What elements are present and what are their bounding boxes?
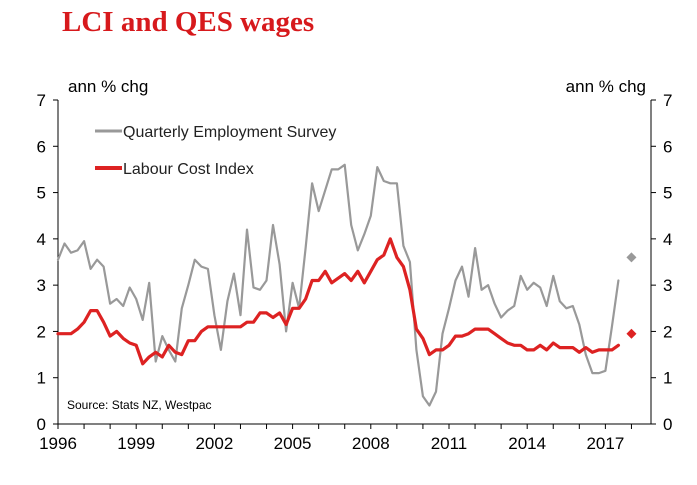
legend: Quarterly Employment Survey Labour Cost … (95, 124, 336, 178)
y-tick-label-left: 5 (37, 184, 46, 203)
marker-lci-latest (626, 328, 637, 339)
x-tick-label: 2011 (431, 434, 468, 453)
x-tick-label: 1996 (39, 434, 77, 453)
series-line-qes (56, 163, 620, 407)
legend-label-lci: Labour Cost Index (123, 161, 254, 178)
x-tick-label: 2002 (195, 434, 233, 453)
legend-label-qes: Quarterly Employment Survey (123, 124, 336, 141)
x-tick-label: 2008 (352, 434, 390, 453)
axes: 0 0 1 1 2 2 3 3 4 4 5 5 6 6 7 7 1996 1999 2002 2005 2008 2011… (37, 91, 673, 453)
y-tick-label-right: 6 (663, 137, 672, 156)
y-tick-label-left: 0 (37, 415, 46, 434)
y-tick-label-right: 4 (663, 230, 672, 249)
marker-qes-latest (626, 252, 637, 263)
y-tick-label-right: 7 (663, 91, 672, 110)
y-tick-label-right: 1 (663, 369, 672, 388)
x-tick-label: 2017 (586, 434, 624, 453)
y-axis-label-left: ann % chg (68, 77, 148, 96)
y-tick-label-right: 5 (663, 184, 672, 203)
x-tick-label: 2005 (274, 434, 312, 453)
y-axis-label-right: ann % chg (566, 77, 646, 96)
y-tick-label-left: 7 (37, 91, 46, 110)
x-tick-label: 2014 (508, 434, 546, 453)
y-tick-label-left: 1 (37, 369, 46, 388)
x-tick-label: 1999 (117, 434, 155, 453)
y-tick-label-left: 2 (37, 322, 46, 341)
y-tick-label-left: 4 (37, 230, 46, 249)
series-layer (56, 163, 637, 407)
series-line-lci (56, 237, 621, 366)
y-tick-label-left: 6 (37, 137, 46, 156)
chart-title: LCI and QES wages (62, 6, 315, 38)
y-tick-label-right: 0 (663, 415, 672, 434)
y-tick-label-left: 3 (37, 276, 46, 295)
source-note: Source: Stats NZ, Westpac (67, 398, 212, 412)
y-tick-label-right: 2 (663, 322, 672, 341)
y-tick-label-right: 3 (663, 276, 672, 295)
